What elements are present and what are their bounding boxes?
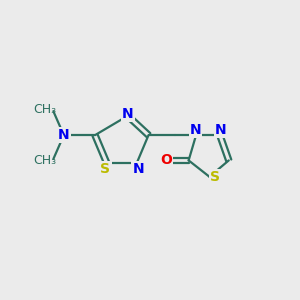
- Text: O: O: [160, 153, 172, 167]
- Text: S: S: [100, 162, 110, 176]
- Text: N: N: [214, 123, 226, 137]
- Text: N: N: [190, 123, 201, 137]
- Text: CH₃: CH₃: [34, 103, 57, 116]
- Text: S: S: [210, 170, 220, 184]
- Text: N: N: [122, 107, 134, 121]
- Text: CH₃: CH₃: [34, 154, 57, 167]
- Text: N: N: [132, 162, 144, 176]
- Text: N: N: [58, 128, 70, 142]
